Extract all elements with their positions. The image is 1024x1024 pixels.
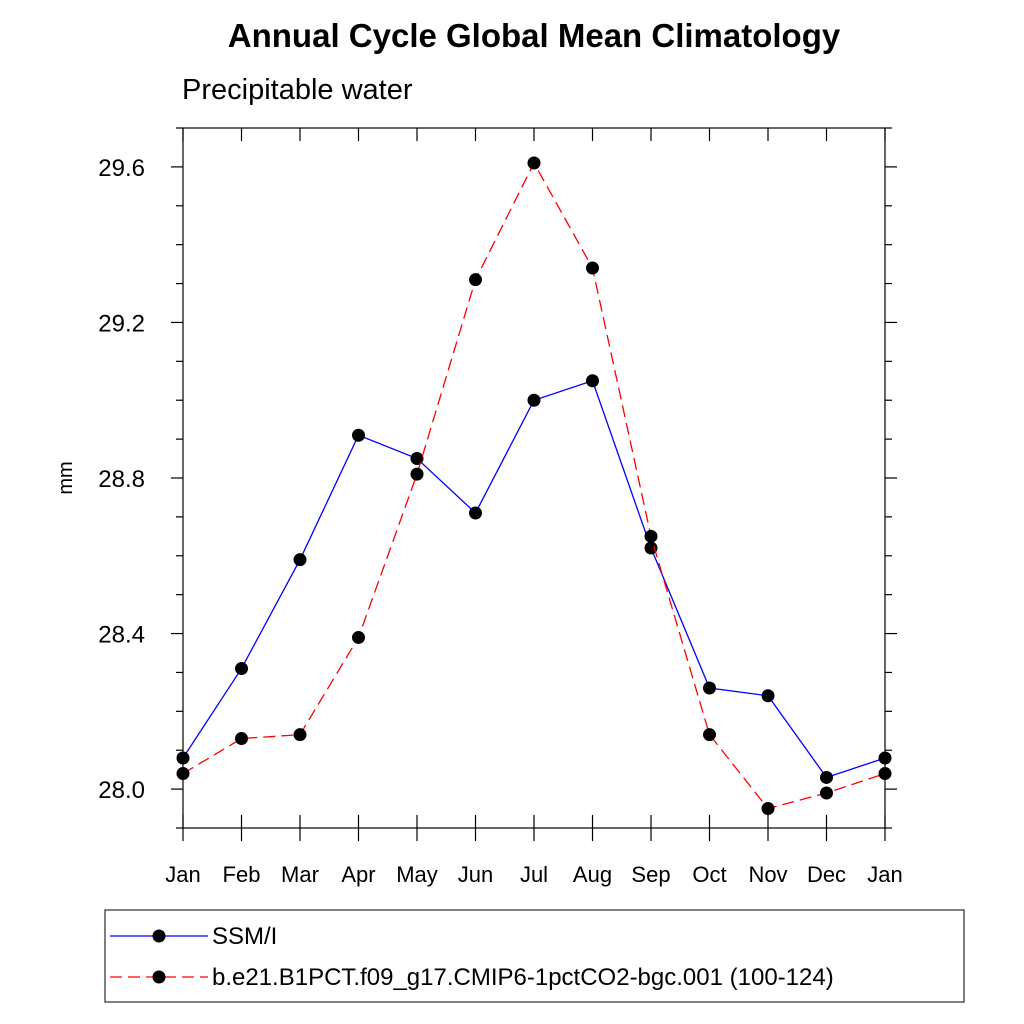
legend-marker-ssmi [152, 929, 166, 943]
x-tick-label: Jan [867, 862, 902, 887]
legend-box [104, 909, 965, 1003]
series-0-point [527, 393, 541, 407]
plot-area-frame [182, 127, 886, 829]
series-1-point [703, 728, 716, 742]
y-tick-label: 29.6 [98, 155, 145, 182]
x-tick-label: Dec [807, 862, 846, 887]
x-tick-label: Mar [281, 862, 319, 887]
series-1-point [293, 728, 307, 742]
x-tick-label: May [396, 862, 438, 887]
series-0-point [703, 681, 716, 695]
series-line-0 [182, 379, 886, 779]
series-0-point [761, 689, 775, 703]
y-axis-label: mm [55, 461, 77, 494]
series-0-point [586, 374, 599, 388]
series-0-point [352, 428, 365, 442]
x-tick-label: Jul [520, 862, 548, 887]
x-tick-label: Apr [341, 862, 375, 887]
series-1-point [761, 802, 775, 816]
series-0-point [469, 506, 482, 520]
y-axis: 28.0 28.4 28.8 29.2 29.6 [98, 127, 897, 829]
series-1-point [176, 767, 190, 781]
series-1-point [235, 732, 248, 746]
series-0-point [293, 553, 307, 567]
series-0-point [410, 452, 424, 466]
chart-subtitle: Precipitable water [182, 74, 413, 106]
series-1-point [410, 467, 424, 481]
series-1-point [469, 273, 482, 287]
x-tick-label: Nov [748, 862, 787, 887]
series-1-point [527, 156, 541, 170]
legend-label-model: b.e21.B1PCT.f09_g17.CMIP6-1pctCO2-bgc.00… [212, 964, 834, 991]
series-1-point [644, 529, 658, 543]
series-1-point [352, 630, 365, 644]
y-tick-label: 29.2 [98, 310, 145, 337]
series-layer [176, 156, 892, 816]
series-0-point [644, 541, 658, 555]
series-0-point [235, 662, 248, 676]
x-tick-label: Aug [573, 862, 612, 887]
series-0-point [176, 751, 190, 765]
series-1-point [820, 786, 833, 800]
x-axis: Jan Feb Mar Apr May Jun Jul Aug Sep Oct Nov Dec Jan [165, 128, 903, 887]
y-tick-label: 28.0 [98, 777, 145, 804]
series-1-point [586, 261, 599, 275]
x-tick-label: Oct [692, 862, 726, 887]
x-tick-label: Sep [631, 862, 670, 887]
series-0-point [820, 770, 833, 784]
x-tick-label: Jan [165, 862, 200, 887]
x-tick-label: Jun [458, 862, 493, 887]
y-tick-label: 28.4 [98, 622, 145, 649]
legend-label-ssmi: SSM/I [212, 923, 277, 950]
legend: SSM/I b.e21.B1PCT.f09_g17.CMIP6-1pctCO2-… [104, 909, 965, 1003]
y-tick-label: 28.8 [98, 466, 145, 493]
chart-title: Annual Cycle Global Mean Climatology [228, 17, 841, 54]
legend-marker-model [152, 970, 166, 984]
series-0-point [878, 751, 892, 765]
series-1-point [878, 767, 892, 781]
x-tick-label: Feb [223, 862, 261, 887]
